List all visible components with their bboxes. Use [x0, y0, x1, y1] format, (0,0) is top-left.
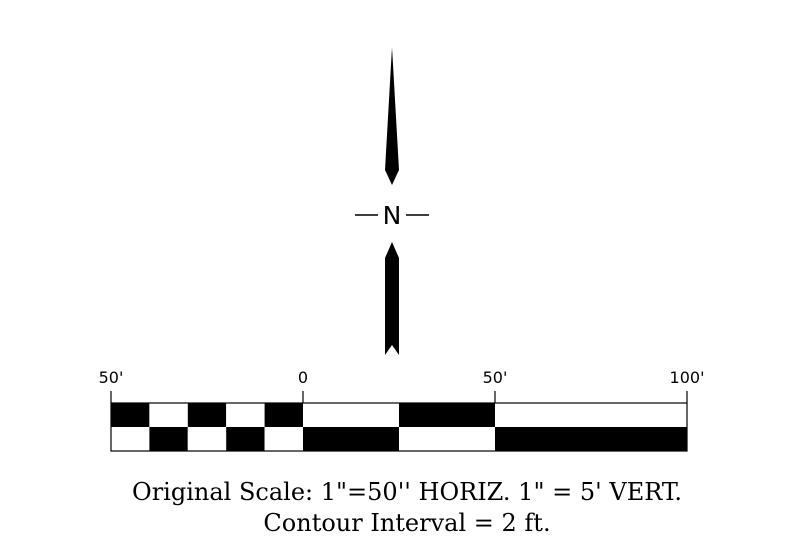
caption-contour-line: Contour Interval = 2 ft. [263, 509, 550, 537]
scale-tick-marks [110, 391, 688, 403]
scale-block [303, 403, 399, 427]
caption-scale-line: Original Scale: 1"=50'' HORIZ. 1" = 5' V… [132, 478, 682, 506]
scale-block [149, 427, 188, 451]
tick-label-0: 0 [298, 368, 308, 387]
scale-block [187, 403, 227, 427]
scale-bar-outline [110, 402, 688, 452]
scale-block [226, 427, 265, 451]
north-letter: N [383, 201, 402, 230]
tick-label-50-left: 50' [99, 368, 124, 387]
scale-block [495, 427, 687, 451]
scale-block [399, 427, 495, 451]
tick-label-100: 100' [670, 368, 705, 387]
tick-label-50-right: 50' [483, 368, 508, 387]
north-arrow: N [355, 47, 429, 355]
scale-block [264, 403, 303, 427]
scale-block [495, 403, 687, 427]
scale-block [303, 427, 399, 451]
scale-block [264, 427, 303, 451]
scale-block [111, 427, 150, 451]
scale-block [149, 403, 188, 427]
north-arrow-upper-shaft [385, 47, 399, 185]
scale-tick-labels: 50' 0 50' 100' [99, 368, 705, 387]
north-arrow-lower-shaft [385, 242, 399, 355]
scale-block [399, 403, 495, 427]
scale-caption: Original Scale: 1"=50'' HORIZ. 1" = 5' V… [132, 478, 682, 537]
scale-bar [110, 402, 688, 452]
scale-block [226, 403, 265, 427]
scale-block [187, 427, 227, 451]
scale-block [111, 403, 150, 427]
